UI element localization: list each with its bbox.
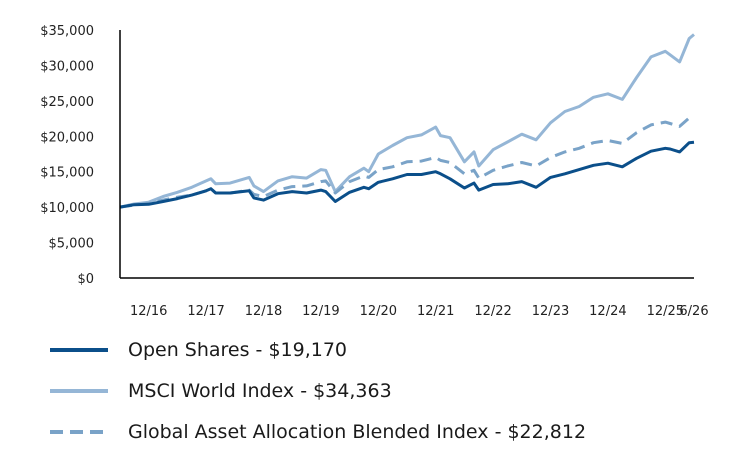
legend-label: Global Asset Allocation Blended Index - … [128, 421, 587, 443]
x-tick-label: 6/26 [679, 304, 708, 319]
legend-swatch [50, 430, 108, 434]
legend-label: Open Shares - $19,170 [128, 339, 348, 361]
y-tick-label: $10,000 [40, 201, 94, 216]
legend-item: Global Asset Allocation Blended Index - … [48, 422, 708, 463]
legend-item: Open Shares - $19,170 [48, 340, 708, 381]
series-line-open-shares [119, 140, 695, 209]
x-tick-label: 12/18 [245, 304, 282, 319]
x-tick-label: 12/22 [474, 304, 511, 319]
series-lines [119, 33, 695, 209]
x-tick-label: 12/19 [302, 304, 339, 319]
x-tick-label: 12/25 [647, 304, 684, 319]
y-tick-label: $25,000 [40, 95, 94, 110]
y-tick-label: $5,000 [49, 237, 95, 252]
legend-swatch [50, 389, 108, 393]
x-tick-label: 12/23 [532, 304, 569, 319]
legend-label: MSCI World Index - $34,363 [128, 380, 392, 402]
y-tick-label: $30,000 [40, 59, 94, 74]
series-line-msci-world-index [119, 33, 695, 209]
x-tick-label: 12/17 [187, 304, 224, 319]
y-tick-label: $35,000 [40, 24, 94, 39]
y-axis-ticks: $0 $5,000 $10,000 $15,000 $20,000 $25,000 $30,… [40, 24, 94, 287]
x-tick-label: 12/21 [417, 304, 454, 319]
legend-swatch [50, 348, 108, 352]
chart-legend: Open Shares - $19,170 MSCI World Index - … [48, 340, 708, 463]
y-tick-label: $0 [77, 272, 94, 287]
x-tick-label: 12/16 [130, 304, 167, 319]
x-tick-label: 12/24 [589, 304, 626, 319]
x-tick-label: 12/20 [360, 304, 397, 319]
y-tick-label: $20,000 [40, 130, 94, 145]
x-axis-ticks: 12/16 12/17 12/18 12/19 12/20 12/21 12/22 12/23… [130, 304, 709, 319]
line-chart: $0 $5,000 $10,000 $15,000 $20,000 $25,000 $30,… [40, 24, 709, 319]
y-tick-label: $15,000 [40, 166, 94, 181]
legend-item: MSCI World Index - $34,363 [48, 381, 708, 422]
